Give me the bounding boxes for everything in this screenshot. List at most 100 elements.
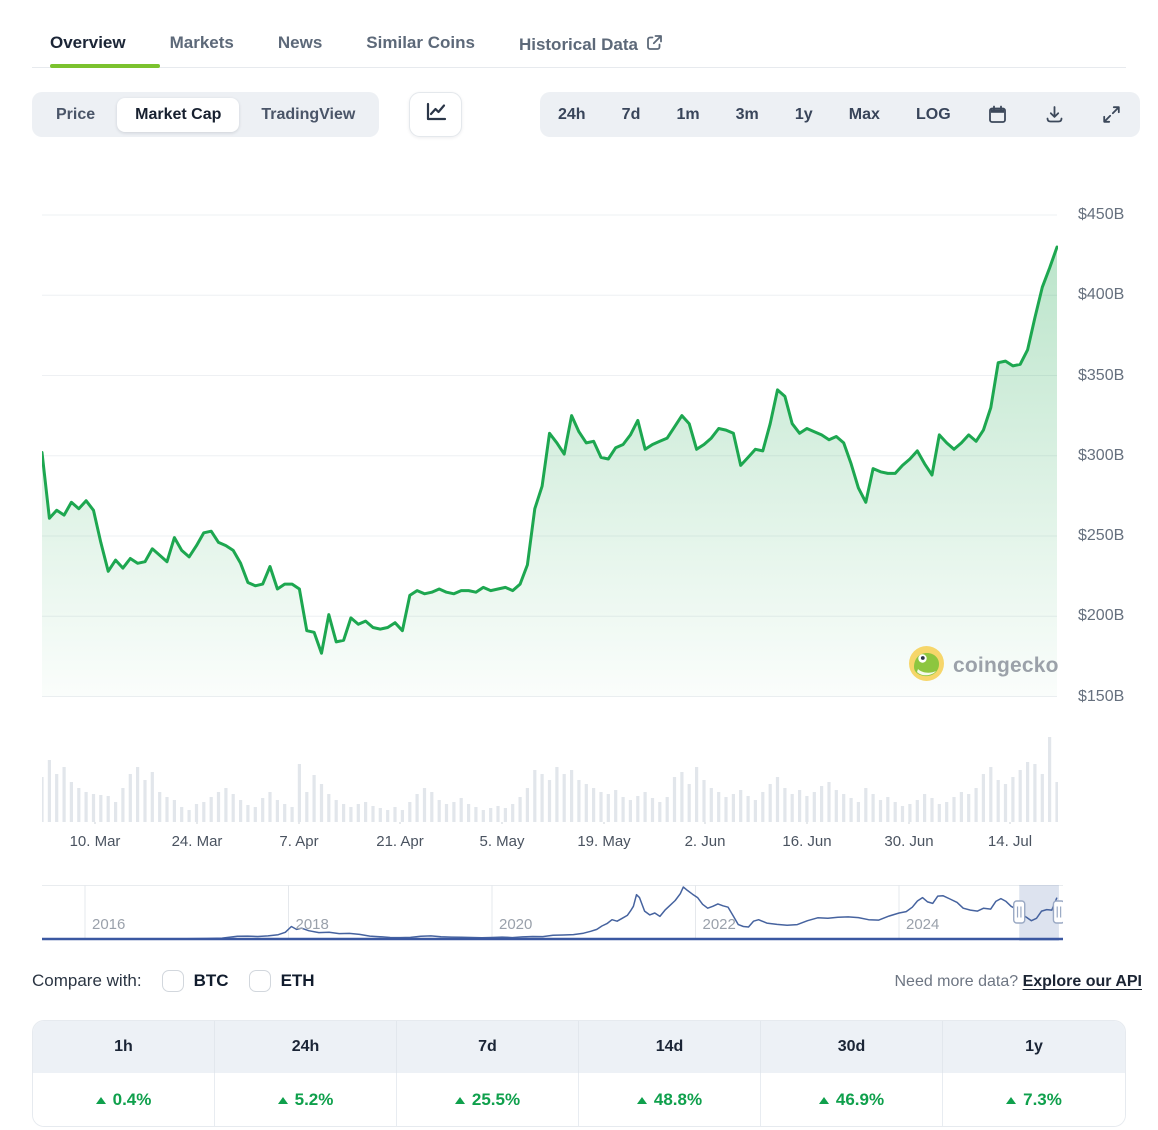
calendar-icon[interactable] xyxy=(987,104,1008,125)
explore-api-link[interactable]: Explore our API xyxy=(1022,973,1142,990)
volume-bar xyxy=(150,772,154,822)
volume-bar xyxy=(1018,770,1022,822)
volume-bar xyxy=(562,774,566,822)
perf-percent: 7.3% xyxy=(1023,1090,1062,1109)
volume-bar xyxy=(334,800,338,822)
tab-news[interactable]: News xyxy=(278,33,322,53)
volume-bar xyxy=(783,788,787,822)
volume-bar xyxy=(216,792,221,822)
volume-bar xyxy=(820,786,824,822)
navigator-handle-left[interactable] xyxy=(1013,900,1026,924)
volume-bar xyxy=(239,800,243,822)
volume-bar xyxy=(805,796,809,822)
volume-bar xyxy=(584,784,588,822)
y-axis-label: $250B xyxy=(1078,527,1125,544)
perf-header-24h: 24h xyxy=(215,1021,397,1073)
up-triangle-icon xyxy=(1006,1097,1017,1104)
volume-bar xyxy=(165,797,169,822)
range-group: 24h 7d 1m 3m 1y Max LOG xyxy=(540,92,1140,137)
volume-bar xyxy=(437,800,441,822)
volume-bar xyxy=(349,807,353,822)
mode-tab-market-cap[interactable]: Market Cap xyxy=(117,97,240,132)
volume-bar xyxy=(312,775,316,822)
volume-bar xyxy=(540,774,544,822)
tab-markets[interactable]: Markets xyxy=(170,33,234,53)
volume-bar xyxy=(798,790,802,822)
area-fill xyxy=(42,247,1057,697)
chart-mode-group: Price Market Cap TradingView xyxy=(32,92,380,137)
checkbox-eth[interactable] xyxy=(248,970,271,992)
performance-table: 1h 24h 7d 14d 30d 1y 0.4% 5.2% 25.5% 48.8% 46.9% 7.… xyxy=(32,1020,1126,1127)
volume-bar xyxy=(511,804,515,822)
up-triangle-icon xyxy=(454,1097,465,1104)
volume-bar xyxy=(672,777,677,822)
volume-bar xyxy=(42,777,44,822)
compare-label: Compare with: xyxy=(32,971,142,990)
volume-bar xyxy=(695,767,699,822)
volume-bar xyxy=(827,782,831,822)
api-prompt-text: Need more data? xyxy=(894,973,1023,990)
y-axis-label: $450B xyxy=(1078,206,1125,223)
x-axis-label: 14. Jul xyxy=(987,833,1033,850)
volume-bar xyxy=(871,794,875,822)
range-max[interactable]: Max xyxy=(848,105,880,123)
volume-bar xyxy=(356,804,360,822)
market-cap-chart[interactable] xyxy=(42,190,1058,824)
volume-bar xyxy=(415,794,419,822)
volume-bar xyxy=(709,788,713,822)
tab-label: Similar Coins xyxy=(366,33,475,52)
download-icon[interactable] xyxy=(1044,104,1065,125)
volume-bar xyxy=(386,810,390,822)
year-label: 2018 xyxy=(295,916,329,933)
volume-bar xyxy=(209,797,213,822)
range-1y[interactable]: 1y xyxy=(794,105,813,123)
perf-value-14d: 48.8% xyxy=(579,1073,761,1126)
external-link-icon xyxy=(645,33,664,57)
volume-bar xyxy=(481,810,485,822)
up-triangle-icon xyxy=(818,1097,829,1104)
checkbox-btc[interactable] xyxy=(161,970,184,992)
up-triangle-icon xyxy=(636,1097,647,1104)
fullscreen-icon[interactable] xyxy=(1101,104,1122,125)
tab-overview[interactable]: Overview xyxy=(50,33,126,53)
compare-option-label: BTC xyxy=(193,971,229,990)
volume-bar xyxy=(194,804,199,822)
range-3m[interactable]: 3m xyxy=(735,105,759,123)
range-log[interactable]: LOG xyxy=(915,105,951,123)
compare-row: Compare with: BTC ETH xyxy=(32,970,315,992)
perf-header-14d: 14d xyxy=(579,1021,761,1073)
tab-label: Markets xyxy=(169,33,234,52)
range-7d[interactable]: 7d xyxy=(621,105,641,123)
volume-bar xyxy=(305,792,309,822)
volume-bar xyxy=(253,807,257,822)
volume-bar xyxy=(665,797,669,822)
volume-bar xyxy=(467,804,471,822)
volume-bar xyxy=(444,804,449,822)
mode-tab-price[interactable]: Price xyxy=(56,105,96,123)
volume-bar xyxy=(621,797,625,822)
tab-historical-data[interactable]: Historical Data xyxy=(519,33,664,57)
volume-bar xyxy=(1011,777,1015,822)
volume-bar xyxy=(91,794,96,822)
range-1m[interactable]: 1m xyxy=(676,105,700,123)
volume-bar xyxy=(731,794,735,822)
navigator-selection[interactable] xyxy=(1019,885,1059,941)
volume-bar xyxy=(503,808,507,822)
volume-bar xyxy=(136,767,140,822)
chart-type-button[interactable] xyxy=(409,92,462,137)
up-triangle-icon xyxy=(277,1097,288,1104)
x-axis-label: 7. Apr xyxy=(279,833,319,850)
mode-tab-tradingview[interactable]: TradingView xyxy=(261,105,356,123)
timeline-navigator[interactable] xyxy=(42,885,1063,942)
volume-bar xyxy=(930,798,934,822)
volume-bar xyxy=(856,802,860,822)
volume-bar xyxy=(680,772,684,822)
volume-bar xyxy=(342,804,346,822)
volume-bar xyxy=(1055,782,1058,822)
perf-header-7d: 7d xyxy=(397,1021,579,1073)
volume-bar xyxy=(915,800,919,822)
navigator-handle-right[interactable] xyxy=(1052,900,1063,924)
range-24h[interactable]: 24h xyxy=(558,105,586,123)
tab-similar-coins[interactable]: Similar Coins xyxy=(366,33,475,53)
